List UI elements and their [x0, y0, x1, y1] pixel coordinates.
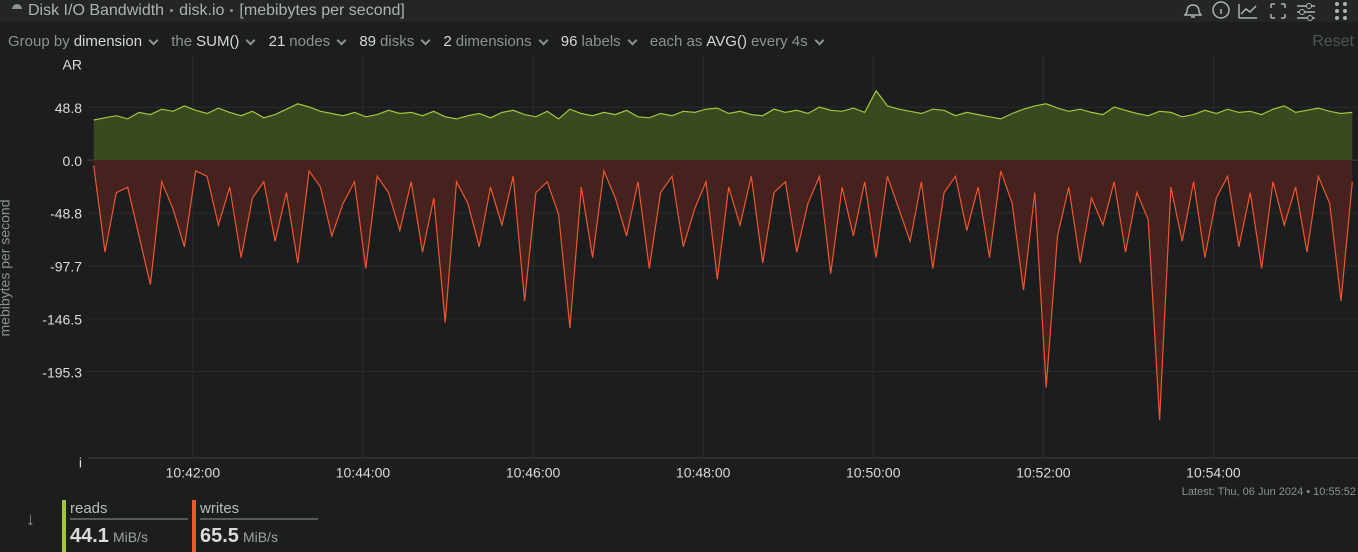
y-tick-label: 48.8 [55, 100, 82, 116]
header-icon [12, 4, 22, 10]
area-fill [93, 160, 1353, 421]
series-line [93, 165, 1353, 421]
reset-button[interactable]: Reset [1312, 33, 1354, 50]
group-by-label: Group by [8, 33, 70, 50]
y-tick-label: -146.5 [42, 311, 82, 327]
x-tick-label: 10:42:00 [166, 465, 221, 481]
x-tick-label: 10:44:00 [336, 465, 391, 481]
disks-count[interactable]: 89 [359, 33, 377, 50]
x-tick-label: 10:46:00 [506, 465, 561, 481]
legend-unit: MiB/s [112, 529, 148, 545]
time-agg-label: each as [649, 33, 703, 50]
y-tick-label: 0.0 [63, 153, 83, 169]
legend-name: reads [70, 500, 188, 520]
chart-header: Disk I/O Bandwidth disk.io [mebibytes per … [0, 0, 1358, 22]
legend-name: writes [200, 500, 318, 520]
legend-number: 65.5 [200, 525, 239, 547]
legend-value: 65.5 MiB/s [200, 525, 278, 548]
nodes-count[interactable]: 21 [268, 33, 286, 50]
axis-top-label: AR [63, 57, 82, 73]
chart-title: Disk I/O Bandwidth [28, 2, 165, 19]
y-axis-title: mebibytes per second [0, 200, 13, 337]
aggregate-value[interactable]: SUM() [196, 33, 240, 50]
time-agg-value[interactable]: AVG() [706, 33, 747, 50]
y-tick-label: -195.3 [42, 364, 82, 380]
legend-unit: MiB/s [242, 529, 278, 545]
legend-value: 44.1 MiB/s [70, 525, 148, 548]
plot-area: 48.8 0.0 -48.8 -97.7 -146.5 -195.3 10:42:00 10:… [42, 55, 1358, 481]
legend-swatch [192, 500, 196, 552]
x-tick-label: 10:48:00 [676, 465, 731, 481]
collapse-arrow[interactable]: ↓ [26, 509, 35, 529]
series-layer [93, 89, 1353, 421]
y-tick-label: -48.8 [50, 206, 82, 222]
time-agg-every[interactable]: every 4s [750, 33, 808, 50]
header-toolbar-icons[interactable] [1183, 0, 1358, 22]
aggregate-label: the [171, 33, 193, 50]
labels-count[interactable]: 96 [560, 33, 578, 50]
area-fill [93, 90, 1353, 161]
dimensions-count[interactable]: 2 [443, 33, 452, 50]
dimensions-label[interactable]: dimensions [455, 33, 532, 50]
legend-swatch [62, 500, 66, 552]
disks-label[interactable]: disks [380, 33, 415, 50]
latest-timestamp: Latest: Thu, 06 Jun 2024 • 10:55:52 [1181, 486, 1356, 498]
legend-number: 44.1 [70, 525, 109, 547]
nodes-label[interactable]: nodes [289, 33, 331, 50]
x-tick-label: 10:50:00 [846, 465, 901, 481]
y-tick-label: -97.7 [50, 259, 82, 275]
series-line [93, 89, 1353, 121]
x-tick-label: 10:52:00 [1016, 465, 1071, 481]
tick-labels: 48.8 0.0 -48.8 -97.7 -146.5 -195.3 10:42:00 10:… [42, 100, 1241, 481]
toolbar: Group by dimension the SUM() 21 nodes 89 dis… [0, 32, 833, 52]
x-tick-label: 10:54:00 [1186, 465, 1241, 481]
chart-context: disk.io [168, 2, 224, 19]
group-by-value[interactable]: dimension [73, 33, 143, 50]
labels-label[interactable]: labels [581, 33, 621, 50]
chart-units: [mebibytes per second] [228, 2, 404, 19]
axis-bottom-label: i [79, 455, 82, 471]
